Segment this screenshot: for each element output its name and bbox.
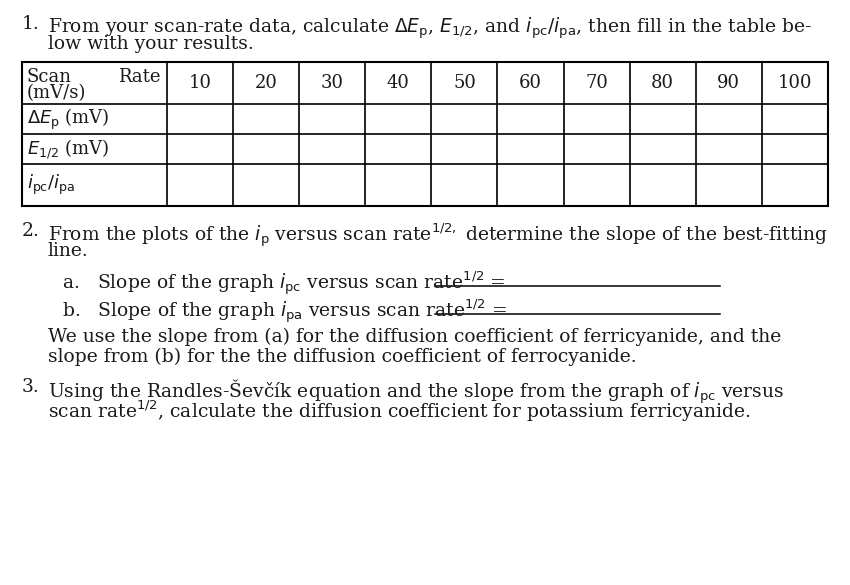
Text: 50: 50 bbox=[453, 74, 476, 92]
Text: 30: 30 bbox=[320, 74, 343, 92]
Bar bbox=[22, 62, 828, 206]
Text: $i_{\mathrm{pc}}/i_{\mathrm{pa}}$: $i_{\mathrm{pc}}/i_{\mathrm{pa}}$ bbox=[27, 173, 75, 197]
Text: 1.: 1. bbox=[22, 15, 40, 33]
Text: 3.: 3. bbox=[22, 378, 40, 396]
Text: 60: 60 bbox=[519, 74, 542, 92]
Text: 80: 80 bbox=[651, 74, 674, 92]
Text: (mV/s): (mV/s) bbox=[27, 84, 87, 102]
Text: $E_{1/2}$ (mV): $E_{1/2}$ (mV) bbox=[27, 137, 109, 161]
Text: low with your results.: low with your results. bbox=[48, 35, 254, 53]
Text: From the plots of the $i_{\mathrm{p}}$ versus scan rate$^{1/2,}$ determine the s: From the plots of the $i_{\mathrm{p}}$ v… bbox=[48, 222, 828, 250]
Text: $\Delta E_{\mathrm{p}}$ (mV): $\Delta E_{\mathrm{p}}$ (mV) bbox=[27, 106, 110, 132]
Text: b.   Slope of the graph $i_{\mathrm{pa}}$ versus scan rate$^{1/2}$ =: b. Slope of the graph $i_{\mathrm{pa}}$ … bbox=[62, 298, 509, 326]
Text: a.   Slope of the graph $i_{\mathrm{pc}}$ versus scan rate$^{1/2}$ =: a. Slope of the graph $i_{\mathrm{pc}}$ … bbox=[62, 270, 507, 298]
Text: 20: 20 bbox=[255, 74, 278, 92]
Text: Rate: Rate bbox=[118, 68, 161, 86]
Text: Scan: Scan bbox=[27, 68, 72, 86]
Text: 10: 10 bbox=[189, 74, 212, 92]
Text: 40: 40 bbox=[387, 74, 410, 92]
Text: line.: line. bbox=[48, 242, 88, 260]
Text: 100: 100 bbox=[778, 74, 813, 92]
Text: From your scan-rate data, calculate $\Delta E_{\mathrm{p}}$, $E_{1/2}$, and $i_{: From your scan-rate data, calculate $\De… bbox=[48, 15, 813, 40]
Text: 2.: 2. bbox=[22, 222, 40, 240]
Text: Using the Randles-Ševčík equation and the slope from the graph of $i_{\mathrm{pc: Using the Randles-Ševčík equation and th… bbox=[48, 378, 785, 407]
Text: slope from (b) for the the diffusion coefficient of ferrocyanide.: slope from (b) for the the diffusion coe… bbox=[48, 348, 637, 366]
Text: scan rate$^{1/2}$, calculate the diffusion coefficient for potassium ferricyanid: scan rate$^{1/2}$, calculate the diffusi… bbox=[48, 398, 751, 424]
Text: We use the slope from (a) for the diffusion coefficient of ferricyanide, and the: We use the slope from (a) for the diffus… bbox=[48, 328, 781, 346]
Text: 70: 70 bbox=[585, 74, 608, 92]
Text: 90: 90 bbox=[717, 74, 740, 92]
